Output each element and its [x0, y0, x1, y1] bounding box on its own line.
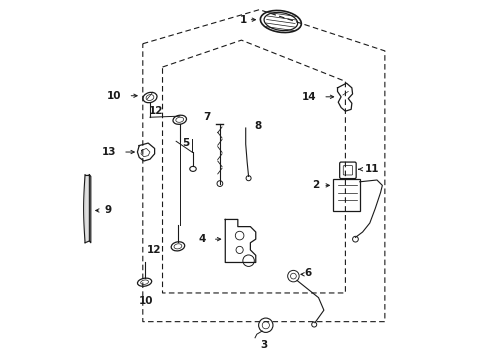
Polygon shape [85, 175, 91, 243]
Text: 12: 12 [147, 245, 162, 255]
Text: 12: 12 [149, 106, 164, 116]
Text: 10: 10 [139, 296, 154, 306]
Text: 9: 9 [104, 206, 112, 216]
Text: 13: 13 [101, 147, 116, 157]
Text: 6: 6 [304, 268, 312, 278]
Text: 7: 7 [203, 112, 211, 122]
Text: 10: 10 [107, 91, 122, 101]
Text: 4: 4 [198, 234, 205, 244]
Text: 2: 2 [312, 180, 319, 190]
Text: 14: 14 [301, 92, 316, 102]
Text: 8: 8 [254, 121, 261, 131]
Text: 3: 3 [260, 339, 268, 350]
Text: 5: 5 [182, 138, 190, 148]
Text: 11: 11 [365, 164, 380, 174]
Text: 1: 1 [240, 15, 247, 25]
